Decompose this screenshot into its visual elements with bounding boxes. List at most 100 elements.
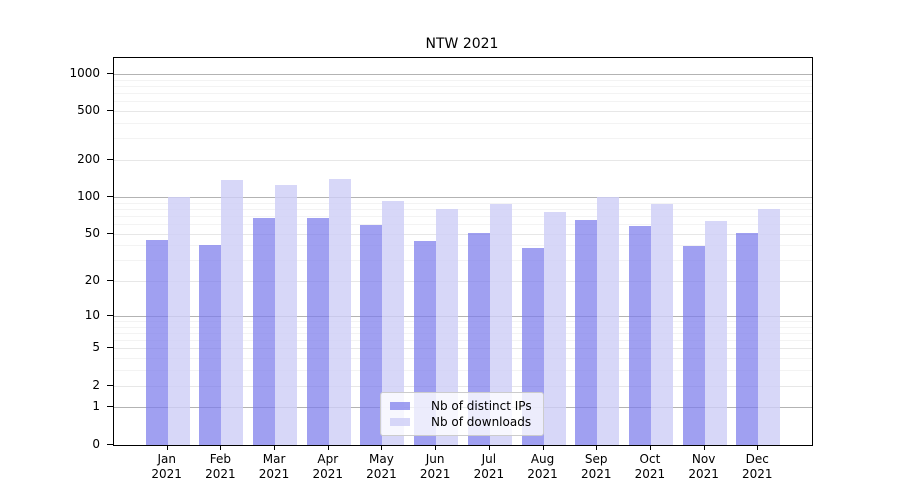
bar-downloads-aug <box>543 212 566 445</box>
x-tick-label: May 2021 <box>366 452 397 481</box>
x-tick-label: Dec 2021 <box>742 452 773 481</box>
sub-gridline <box>114 281 812 283</box>
x-tick-label: Nov 2021 <box>688 452 719 481</box>
x-tick-mark <box>649 445 651 450</box>
plot-area: Nb of distinct IPs Nb of downloads <box>113 57 813 446</box>
bar-distinct-ips-oct <box>628 226 651 445</box>
y-tick-mark <box>107 110 113 112</box>
x-tick-mark <box>274 445 276 450</box>
minor-gridline <box>114 93 812 94</box>
minor-gridline <box>114 320 812 322</box>
x-tick-label: Apr 2021 <box>312 452 344 481</box>
y-tick-mark <box>107 406 113 408</box>
y-tick-mark <box>107 347 113 349</box>
bar-downloads-dec <box>758 209 781 445</box>
x-tick-label: Jun 2021 <box>419 452 451 481</box>
minor-gridline <box>114 122 812 124</box>
x-tick-mark <box>488 445 490 450</box>
y-tick-mark <box>107 443 113 445</box>
sub-gridline <box>114 385 812 387</box>
bar-distinct-ips-apr <box>306 217 329 445</box>
minor-gridline <box>114 208 812 210</box>
bar-distinct-ips-jan <box>145 239 168 445</box>
bar-distinct-ips-mar <box>253 217 276 445</box>
major-gridline <box>114 196 812 198</box>
sub-gridline <box>114 160 812 162</box>
y-tick-label: 20 <box>84 273 100 288</box>
legend-label-distinct-ips: Nb of distinct IPs <box>431 399 532 413</box>
y-tick-mark <box>107 195 113 197</box>
sub-gridline <box>114 348 812 350</box>
y-tick-mark <box>107 159 113 161</box>
y-tick-mark <box>107 72 113 74</box>
major-gridline <box>114 315 812 317</box>
bar-distinct-ips-sep <box>575 220 598 445</box>
y-tick-label: 10 <box>84 307 100 322</box>
minor-gridline <box>114 340 812 342</box>
x-tick-label: Sep 2021 <box>580 452 612 481</box>
minor-gridline <box>114 332 812 334</box>
y-tick-label: 5 <box>92 340 100 355</box>
legend: Nb of distinct IPs Nb of downloads <box>380 392 544 436</box>
x-tick-label: Oct 2021 <box>634 452 666 481</box>
minor-gridline <box>114 370 812 372</box>
bar-downloads-jul <box>489 204 512 445</box>
x-tick-label: Jul 2021 <box>473 452 505 481</box>
minor-gridline <box>114 326 812 328</box>
x-tick-mark <box>435 445 437 450</box>
y-tick-label: 0 <box>92 436 100 451</box>
x-tick-label: Mar 2021 <box>258 452 290 481</box>
bar-distinct-ips-may <box>360 224 383 445</box>
minor-gridline <box>114 260 812 262</box>
y-tick-label: 2 <box>92 377 100 392</box>
minor-gridline <box>114 223 812 225</box>
y-tick-label: 200 <box>77 152 100 167</box>
bar-distinct-ips-nov <box>682 245 705 445</box>
y-tick-mark <box>107 314 113 316</box>
bar-downloads-jan <box>167 197 190 445</box>
bar-downloads-nov <box>704 221 727 445</box>
legend-swatch-distinct-ips-icon <box>390 402 410 410</box>
y-tick-mark <box>107 280 113 282</box>
bar-downloads-apr <box>328 178 351 445</box>
major-gridline <box>114 73 812 75</box>
bar-distinct-ips-dec <box>736 233 759 445</box>
minor-gridline <box>114 138 812 140</box>
x-tick-label: Feb 2021 <box>205 452 236 481</box>
x-tick-label: Aug 2021 <box>527 452 558 481</box>
legend-swatch-downloads-icon <box>390 418 410 426</box>
x-tick-mark <box>596 445 598 450</box>
sub-gridline <box>114 233 812 235</box>
y-tick-label: 1000 <box>69 65 100 80</box>
x-tick-label: Jan 2021 <box>151 452 182 481</box>
y-tick-label: 500 <box>77 103 100 118</box>
minor-gridline <box>114 85 812 87</box>
legend-item-downloads: Nb of downloads <box>390 414 543 430</box>
x-tick-mark <box>381 445 383 450</box>
x-tick-mark <box>166 445 168 450</box>
minor-gridline <box>114 202 812 204</box>
bar-downloads-mar <box>275 184 298 445</box>
bar-distinct-ips-feb <box>199 244 222 445</box>
bar-downloads-sep <box>597 197 620 445</box>
minor-gridline <box>114 358 812 360</box>
bar-downloads-oct <box>650 203 673 445</box>
x-tick-mark <box>220 445 222 450</box>
x-tick-mark <box>327 445 329 450</box>
minor-gridline <box>114 79 812 81</box>
minor-gridline <box>114 245 812 247</box>
y-tick-label: 1 <box>92 399 100 414</box>
bar-downloads-jun <box>436 208 459 445</box>
bar-downloads-may <box>382 201 405 445</box>
y-tick-mark <box>107 232 113 234</box>
minor-gridline <box>114 215 812 217</box>
legend-label-downloads: Nb of downloads <box>431 415 532 429</box>
x-tick-mark <box>703 445 705 450</box>
minor-gridline <box>114 101 812 103</box>
sub-gridline <box>114 111 812 113</box>
x-tick-mark <box>757 445 759 450</box>
y-tick-label: 50 <box>84 225 100 240</box>
bar-downloads-feb <box>221 179 244 445</box>
x-tick-mark <box>542 445 544 450</box>
